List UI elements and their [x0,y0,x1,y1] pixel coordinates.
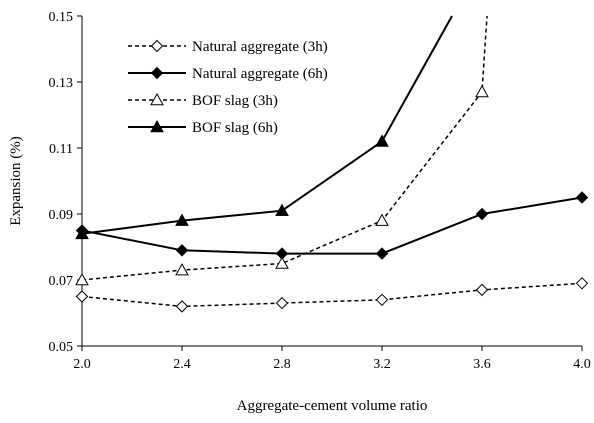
series-line-2 [82,196,583,255]
data-point-series-1 [375,293,389,307]
data-point-series-1 [575,277,589,290]
data-point-series-4 [375,134,389,147]
series-line-1 [82,282,583,308]
data-point-series-2 [575,191,589,204]
data-point-series-4 [175,213,189,226]
y-tick-label: 0.15 [49,10,74,25]
y-axis-label: Expansion (%) [8,136,24,226]
x-tick-label: 2.8 [273,357,291,372]
x-tick-label: 3.6 [473,357,491,372]
legend-label-3: BOF slag (3h) [192,93,278,109]
series-line-3 [82,15,488,281]
data-point-series-2 [175,244,189,257]
x-tick-label: 4.0 [573,357,591,372]
series-markers [75,84,589,313]
data-point-series-2 [475,207,489,221]
legend-label-1: Natural aggregate (3h) [192,39,328,55]
plot-area: 2.0 2.4 2.8 3.2 3.6 4.0 0.05 0.07 0.09 0.11 0.13 0.… [49,10,591,372]
data-point-series-3 [75,272,89,286]
data-point-series-1 [475,283,489,297]
y-tick-label: 0.13 [49,76,74,91]
legend-label-2: Natural aggregate (6h) [192,66,328,82]
y-tick-label: 0.07 [49,274,74,289]
legend-marker-1 [150,39,164,53]
legend-marker-3 [150,92,164,106]
legend-marker-4 [150,119,164,133]
data-point-series-1 [75,290,89,303]
series-lines [82,15,583,308]
data-point-series-3 [175,263,189,276]
data-point-series-4 [75,226,89,240]
axis-ticks: 2.0 2.4 2.8 3.2 3.6 4.0 0.05 0.07 0.09 0.11 0.13 0.… [49,10,591,372]
legend: Natural aggregate (3h) Natural aggregate … [128,39,328,136]
x-tick-label: 3.2 [373,357,391,372]
y-tick-label: 0.11 [49,142,73,157]
data-point-series-4 [275,203,289,216]
x-axis-label: Aggregate-cement volume ratio [237,398,428,414]
y-tick-label: 0.05 [49,340,74,355]
data-point-series-1 [175,300,189,313]
legend-label-4: BOF slag (6h) [192,120,278,136]
y-tick-label: 0.09 [49,208,74,223]
data-point-series-2 [375,247,389,260]
legend-marker-2 [150,66,164,80]
data-point-series-3 [375,213,389,226]
data-point-series-3 [475,84,489,98]
x-tick-label: 2.4 [173,357,191,372]
data-point-series-3 [275,256,289,269]
data-point-series-1 [275,296,289,310]
x-tick-label: 2.0 [73,357,91,372]
